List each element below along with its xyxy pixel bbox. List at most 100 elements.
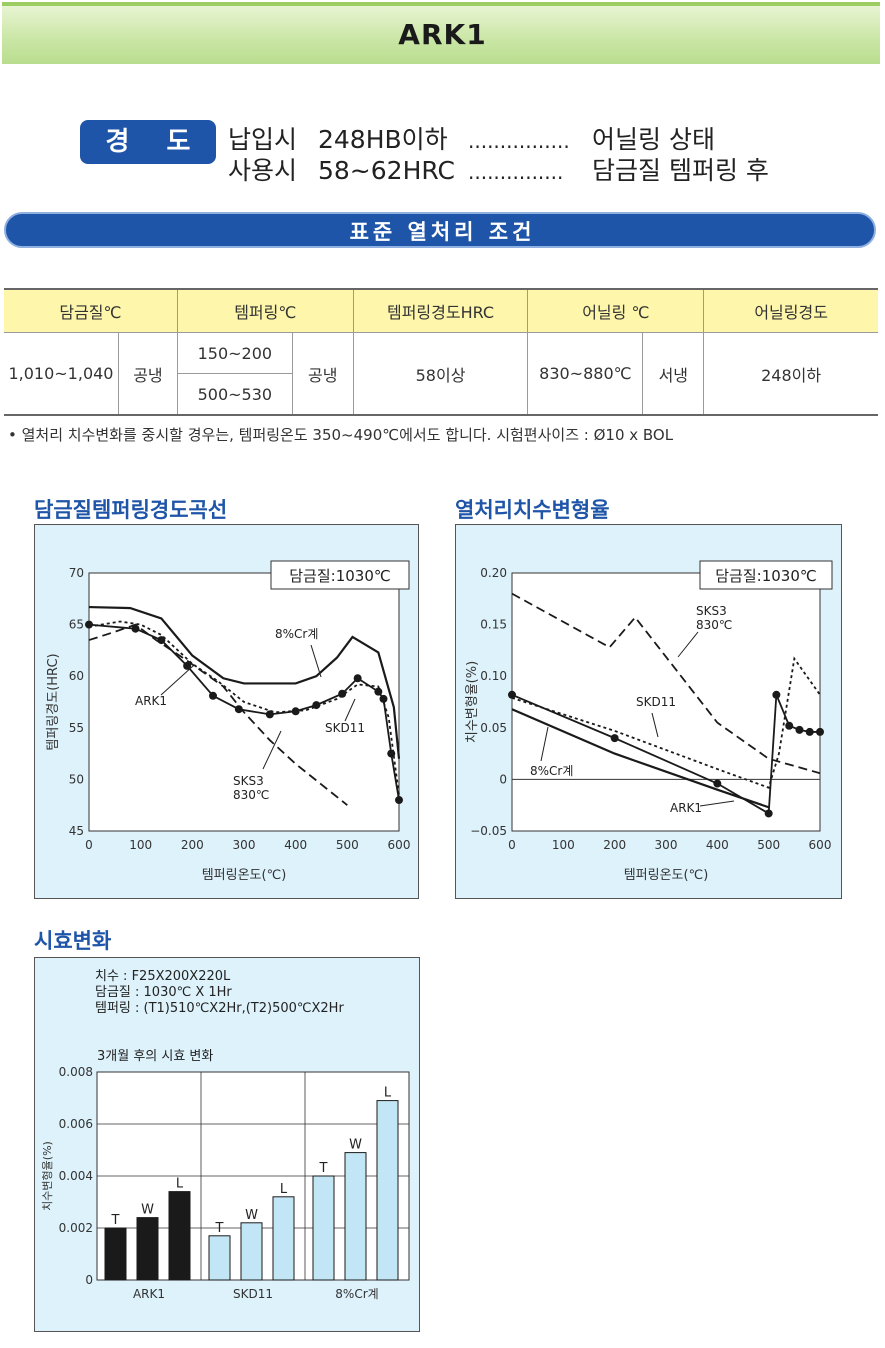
data-point: [785, 721, 794, 730]
x-tick-label: 500: [336, 838, 359, 852]
x-tick-label: 300: [655, 838, 678, 852]
bar-label: L: [384, 1086, 392, 1101]
info-line: 템퍼링 : (T1)510℃X2Hr,(T2)500℃X2Hr: [95, 1001, 344, 1016]
data-point: [183, 661, 192, 670]
bar: [376, 1100, 399, 1281]
quench-box-label: 담금질:1030℃: [289, 567, 390, 585]
data-point: [772, 690, 781, 699]
data-point: [374, 687, 383, 696]
y-tick-label: 45: [69, 824, 84, 838]
series-label: ARK1: [670, 801, 702, 815]
bar: [208, 1235, 231, 1281]
hardness-state: 어닐링 상태: [592, 125, 715, 154]
y-tick-label: 0.006: [59, 1117, 93, 1131]
table-cell: 248이하: [703, 332, 878, 416]
y-tick-label: 60: [69, 669, 84, 683]
note-text: • 열처리 치수변화를 중시할 경우는, 템퍼링온도 350~490℃에서도 합…: [8, 426, 674, 444]
chart3-panel: 치수 : F25X200X220L 담금질 : 1030℃ X 1Hr 템퍼링 : …: [34, 957, 420, 1332]
hardness-value: 58~62HRC: [318, 156, 455, 185]
x-tick-label: 600: [388, 838, 411, 852]
y-tick-label: 0.20: [480, 566, 507, 580]
quench-box: [699, 560, 833, 590]
x-tick-label: 200: [181, 838, 204, 852]
y-tick-label: 0.008: [59, 1065, 93, 1079]
data-point: [795, 725, 804, 734]
bar-label: T: [111, 1213, 120, 1228]
series-label: SKS3: [233, 774, 264, 788]
data-point: [508, 690, 516, 699]
label-leader: [540, 726, 549, 762]
series-label: 830℃: [233, 788, 269, 802]
x-tick-label: 400: [284, 838, 307, 852]
series-line: [511, 592, 821, 775]
table-header: 어닐링경도: [703, 288, 878, 333]
y-tick-label: 0.05: [480, 721, 507, 735]
quench-box: [270, 560, 410, 590]
y-tick-label: 0.002: [59, 1221, 93, 1235]
bar: [344, 1152, 367, 1281]
category-label: SKD11: [233, 1287, 273, 1301]
table-header: 어닐링 ℃: [527, 288, 705, 333]
series-line: [88, 620, 400, 795]
series-label: 830℃: [696, 618, 732, 632]
bar-label: T: [215, 1221, 224, 1236]
bar: [168, 1191, 191, 1281]
bar: [136, 1217, 159, 1281]
category-label: 8%Cr계: [335, 1287, 378, 1301]
y-tick-label: 0: [85, 1273, 93, 1287]
page-title: ARK1: [398, 18, 487, 51]
table-cell: 공냉: [291, 332, 354, 416]
data-point: [805, 727, 814, 736]
table-cell: 1,010~1,040: [4, 332, 119, 416]
hardness-row-use: 사용시 58~62HRC............... 담금질 템퍼링 후: [228, 151, 769, 187]
x-tick-label: 0: [85, 838, 93, 852]
table-cell: 공냉: [117, 332, 178, 416]
bar-label: T: [319, 1161, 328, 1176]
x-tick-label: 500: [757, 838, 780, 852]
bar-chart-subtitle: 3개월 후의 시효 변화: [97, 1049, 213, 1064]
y-tick-label: 0: [499, 772, 507, 786]
hardness-curve-chart: 0 100 200 300 400 500 600 45 50 55 60 65 70 템퍼링온도(℃) 템…: [46, 560, 411, 883]
hardness-dots: ................: [468, 129, 570, 153]
table-cell: 58이상: [352, 332, 529, 416]
hardness-row-delivery: 납입시 248HB이하................ 어닐링 상태: [228, 120, 715, 156]
y-tick-label: 65: [69, 618, 84, 632]
table-cell: 150~200: [176, 332, 293, 374]
x-tick-label: 300: [233, 838, 256, 852]
y-axis-label: 치수변형율(%): [41, 1141, 54, 1211]
y-tick-label: 70: [69, 566, 84, 580]
section-title: 표준 열처리 조건: [349, 220, 536, 244]
chart2-panel: 0 100 200 300 400 500 600 −0.05 0 0.05 0.10 0.15 0.2…: [455, 524, 842, 899]
bar-label: L: [176, 1177, 184, 1192]
y-tick-label: 50: [69, 772, 84, 786]
series-label: ARK1: [135, 694, 167, 708]
section-bar: [4, 212, 876, 248]
x-axis-label: 템퍼링온도(℃): [202, 868, 287, 883]
category-label: ARK1: [133, 1287, 165, 1301]
info-line: 치수 : F25X200X220L: [95, 969, 231, 984]
label-leader: [310, 644, 322, 678]
data-point: [85, 620, 93, 629]
label-leader: [262, 730, 282, 770]
series-line: [88, 605, 401, 759]
bar: [272, 1196, 295, 1281]
chart2-heading: 열처리치수변형율: [455, 498, 610, 522]
bar-label: W: [245, 1208, 258, 1223]
dimension-change-chart: 0 100 200 300 400 500 600−0.0500.050.100.150.2…: [465, 560, 833, 883]
bar: [104, 1227, 127, 1281]
y-tick-label: 55: [69, 721, 84, 735]
bar-label: W: [141, 1203, 154, 1218]
hardness-state: 담금질 템퍼링 후: [592, 156, 769, 185]
table-header: 템퍼링경도HRC: [352, 288, 529, 333]
bar: [240, 1222, 263, 1281]
data-point: [713, 779, 722, 788]
chart3-heading: 시효변화: [34, 929, 112, 953]
x-axis-label: 템퍼링온도(℃): [624, 868, 709, 883]
y-tick-label: 0.10: [480, 669, 507, 683]
data-point: [816, 727, 824, 736]
y-axis-label: 템퍼링경도(HRC): [46, 653, 61, 750]
quench-box-label: 담금질:1030℃: [715, 567, 816, 585]
y-axis-label: 치수변형율(%): [465, 661, 480, 743]
table-cell: 830~880℃: [527, 332, 644, 416]
hardness-condition: 사용시: [228, 156, 298, 185]
